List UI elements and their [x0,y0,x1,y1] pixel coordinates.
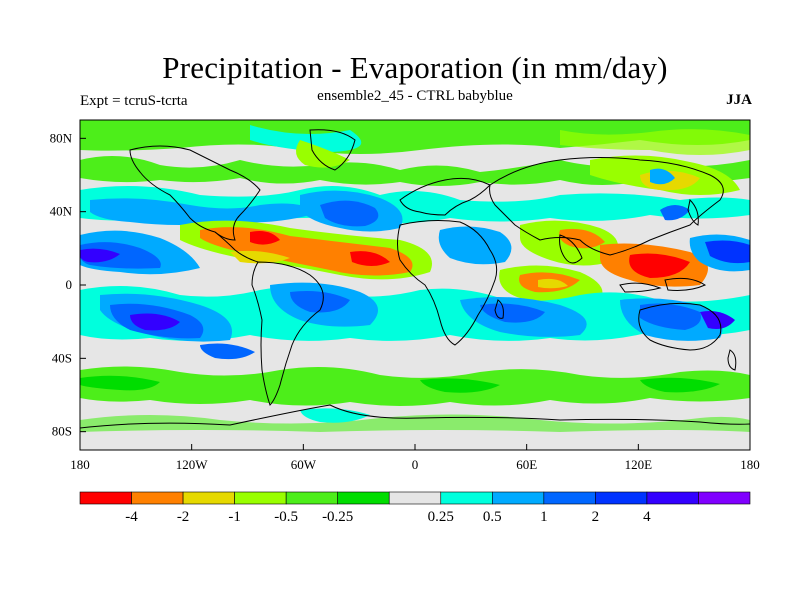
lat-tick-label: 80N [50,130,73,145]
lat-tick-label: 40S [52,350,72,365]
colorbar-label: 0.25 [428,509,454,525]
colorbar-label: 4 [643,509,651,525]
colorbar-label: -2 [177,509,190,525]
latitude-axis: 80N 40N 0 40S 80S [50,130,86,439]
longitude-axis: 180 120W 60W 0 60E 120E 180 [70,444,760,472]
field-layer [80,120,750,450]
colorbar-swatch [440,491,493,505]
lat-tick-label: 40N [50,204,73,219]
plot-title: Precipitation - Evaporation (in mm/day) [162,50,668,85]
lon-tick-label: 180 [70,457,90,472]
lat-tick-label: 80S [52,424,72,439]
experiment-label: Expt = tcruS-tcrta [80,93,188,109]
colorbar-label: -0.5 [274,509,298,525]
colorbar-swatch [285,491,338,505]
lon-tick-label: 60E [516,457,537,472]
colorbar-swatch [492,491,545,505]
colorbar-label: -1 [228,509,241,525]
colorbar-swatch [182,491,235,505]
lon-tick-label: 120W [176,457,209,472]
lon-tick-label: 180 [740,457,760,472]
lon-tick-label: 120E [625,457,653,472]
colorbar-swatch [543,491,596,505]
run-label: ensemble2_45 - CTRL babyblue [317,88,513,104]
colorbar-swatch [79,491,132,505]
colorbar-swatch [646,491,699,505]
colorbar-swatch [698,491,751,505]
colorbar-swatch [234,491,287,505]
colorbar-label: 0.5 [483,509,502,525]
colorbar-label: -4 [125,509,138,525]
colorbar-swatch [131,491,184,505]
colorbar: -4 -2 -1 -0.5 -0.25 0.25 0.5 1 2 4 [79,491,751,525]
colorbar-label: 2 [592,509,600,525]
colorbar-swatch [337,491,390,505]
colorbar-label: 1 [540,509,548,525]
lon-tick-label: 0 [412,457,419,472]
season-label: JJA [726,92,752,108]
lon-tick-label: 60W [291,457,317,472]
coastlines [80,129,750,429]
lat-tick-label: 0 [66,277,73,292]
colorbar-label: -0.25 [322,509,353,525]
colorbar-swatch [388,491,442,505]
colorbar-swatch [595,491,648,505]
